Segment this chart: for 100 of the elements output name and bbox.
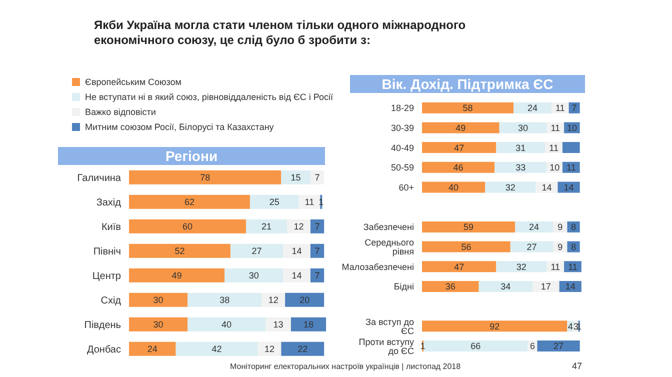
legend-label: Не вступати ні в який союз, рівновіддаленість від ЄС і Росії (85, 92, 334, 102)
bar (285, 292, 324, 307)
bar (176, 342, 258, 356)
y-tick-label: Донбас (86, 344, 121, 356)
y-tick-label: Центр (92, 270, 122, 282)
data-label: 11 (555, 103, 565, 114)
bar (424, 340, 528, 352)
bar (310, 219, 324, 234)
y-tick-label: Галичина (77, 172, 122, 184)
data-label: 62 (184, 197, 194, 208)
bar (129, 268, 225, 282)
data-label: 11 (549, 142, 558, 153)
bar (262, 292, 286, 307)
y-tick-label: Малозабезпечені (342, 262, 414, 272)
bar (494, 162, 547, 173)
data-label: 30 (248, 270, 259, 281)
bar (485, 182, 536, 193)
data-label: 59 (464, 222, 474, 232)
data-label: 30 (153, 320, 164, 330)
bar (499, 122, 547, 134)
bar (422, 320, 568, 332)
data-label: 24 (529, 222, 540, 232)
data-label: 10 (566, 122, 577, 133)
data-label: 14 (564, 182, 574, 192)
bar (510, 241, 554, 252)
data-label: 24 (147, 344, 158, 354)
data-label: 27 (252, 246, 262, 256)
bar (224, 268, 284, 282)
data-label: 22 (298, 344, 308, 354)
data-label: 12 (264, 344, 274, 354)
bar (422, 261, 496, 272)
data-label: 7 (314, 172, 320, 183)
bar (422, 162, 495, 173)
bar (230, 244, 284, 258)
data-label: 9 (558, 222, 563, 232)
data-label: 4 (568, 321, 573, 332)
data-label: 52 (174, 246, 185, 256)
data-label: 49 (172, 270, 182, 281)
data-label: 92 (490, 321, 500, 332)
bar (250, 194, 299, 209)
bar (290, 317, 326, 332)
bar (422, 221, 516, 232)
data-label: 33 (516, 162, 526, 173)
bar (129, 219, 246, 234)
data-label: 66 (470, 341, 481, 352)
y-tick-label: За вступ до ЄС (366, 316, 414, 336)
data-label: 12 (268, 295, 278, 306)
chart-subtitle: Регіони (58, 147, 325, 165)
y-tick-label: Бідні (394, 282, 414, 292)
bar (281, 342, 324, 356)
bar (514, 102, 552, 114)
data-label: 14 (542, 182, 552, 192)
bar (422, 102, 514, 114)
y-tick-label: Середнього рівня (364, 238, 414, 257)
data-label: 14 (292, 246, 302, 256)
y-tick-label: 18-29 (390, 103, 414, 114)
bar (537, 340, 580, 352)
data-label: 27 (526, 242, 537, 252)
data-label: 60 (182, 222, 193, 232)
y-tick-label: Північ (93, 246, 121, 258)
y-tick-label: Забезпечені (363, 222, 414, 232)
data-label: 8 (571, 222, 576, 232)
bar (298, 194, 320, 209)
data-label: 47 (454, 142, 464, 153)
bar (562, 142, 580, 154)
data-label: 8 (571, 242, 576, 252)
data-label: 7 (572, 103, 577, 114)
data-label: 15 (290, 172, 301, 183)
y-tick-label: Київ (101, 222, 121, 233)
data-label: 14 (292, 270, 302, 281)
data-label: 32 (505, 182, 516, 192)
data-label: 47 (454, 262, 464, 272)
data-label: 7 (314, 246, 320, 256)
data-label: 40 (222, 320, 232, 330)
data-label: 49 (456, 122, 466, 133)
bar (287, 219, 310, 234)
bar (129, 317, 188, 332)
data-label: 11 (304, 197, 314, 208)
data-label: 11 (550, 122, 560, 133)
bar (532, 280, 560, 292)
data-label: 36 (445, 282, 456, 292)
bar (129, 244, 230, 258)
legend-label: Митним союзом Росії, Білорусі та Казахстану (85, 122, 274, 132)
data-label: 6 (530, 341, 535, 352)
data-label: 20 (300, 295, 310, 306)
bar (246, 219, 288, 234)
bar (310, 244, 324, 258)
data-label: 21 (262, 222, 272, 232)
bar (283, 244, 310, 258)
data-label: 14 (565, 282, 576, 292)
chart-title: Якби Україна могла стати членом тільки одного міжнародного економічного союзу, це слід було б зробити з: (94, 18, 467, 48)
annotation: Моніторинг електоральних настроїв українців | листопад 2018 (230, 362, 461, 371)
data-label: 40 (448, 182, 459, 192)
data-label: 7 (314, 222, 320, 232)
data-label: 25 (269, 197, 280, 208)
data-label: 17 (540, 282, 551, 292)
y-tick-label: 30-39 (390, 122, 414, 133)
data-label: 27 (554, 341, 564, 352)
data-label: 38 (220, 295, 230, 306)
bar (188, 317, 266, 332)
